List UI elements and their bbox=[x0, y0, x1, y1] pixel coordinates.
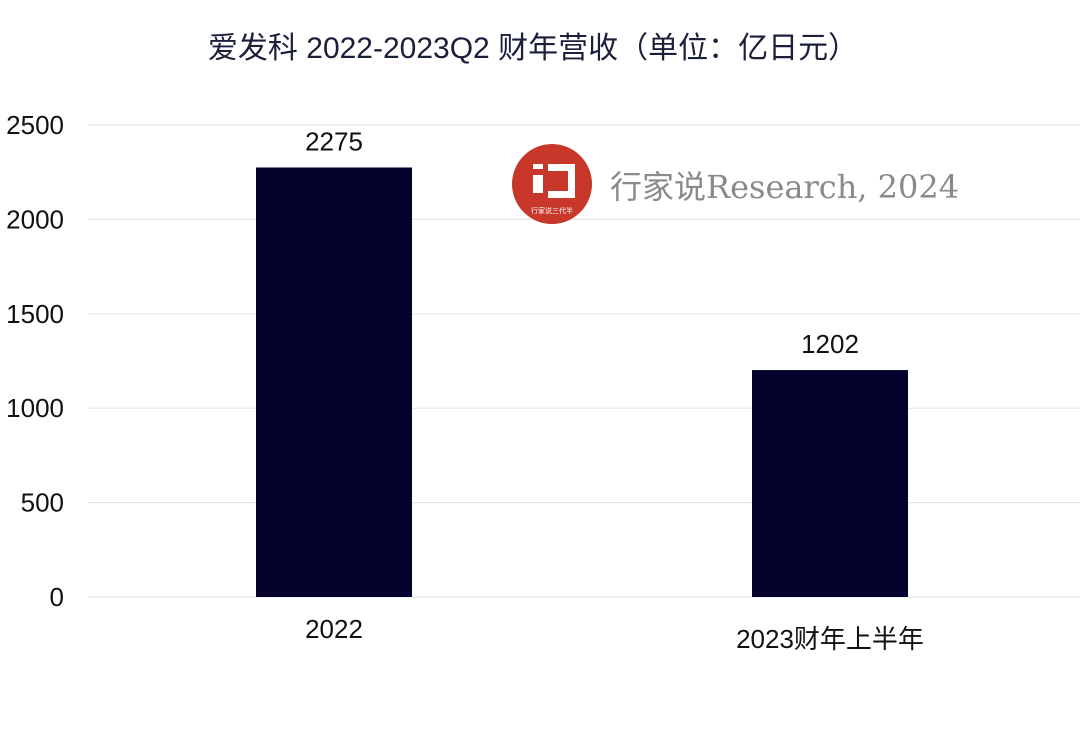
watermark-logo-caption: 行家说三代半 bbox=[531, 206, 573, 215]
watermark: 行家说三代半 行家说Research, 2024 bbox=[512, 144, 959, 224]
bar-2022 bbox=[256, 167, 412, 598]
bar-2023财年上半年 bbox=[752, 370, 908, 597]
y-tick-label: 1500 bbox=[6, 299, 64, 329]
y-tick-label: 500 bbox=[21, 488, 64, 518]
y-tick-label: 1000 bbox=[6, 393, 64, 423]
watermark-logo-mark bbox=[533, 164, 575, 198]
chart-title: 爱发科 2022-2023Q2 财年营收（单位：亿日元） bbox=[208, 32, 858, 65]
y-tick-label: 2000 bbox=[6, 204, 64, 234]
data-label: 1202 bbox=[801, 329, 859, 359]
x-axis-categories: 2022 2023财年上半年 bbox=[305, 614, 924, 654]
data-labels: 2275 1202 bbox=[305, 126, 859, 359]
x-category-label: 2023财年上半年 bbox=[736, 624, 924, 654]
x-category-label: 2022 bbox=[305, 614, 363, 644]
watermark-text: 行家说Research, 2024 bbox=[610, 168, 959, 206]
y-axis-ticks: 0 500 1000 1500 2000 2500 bbox=[6, 110, 64, 612]
y-tick-label: 0 bbox=[50, 582, 64, 612]
gridlines bbox=[88, 124, 1080, 598]
data-label: 2275 bbox=[305, 126, 363, 156]
bars bbox=[256, 167, 908, 598]
y-tick-label: 2500 bbox=[6, 110, 64, 140]
